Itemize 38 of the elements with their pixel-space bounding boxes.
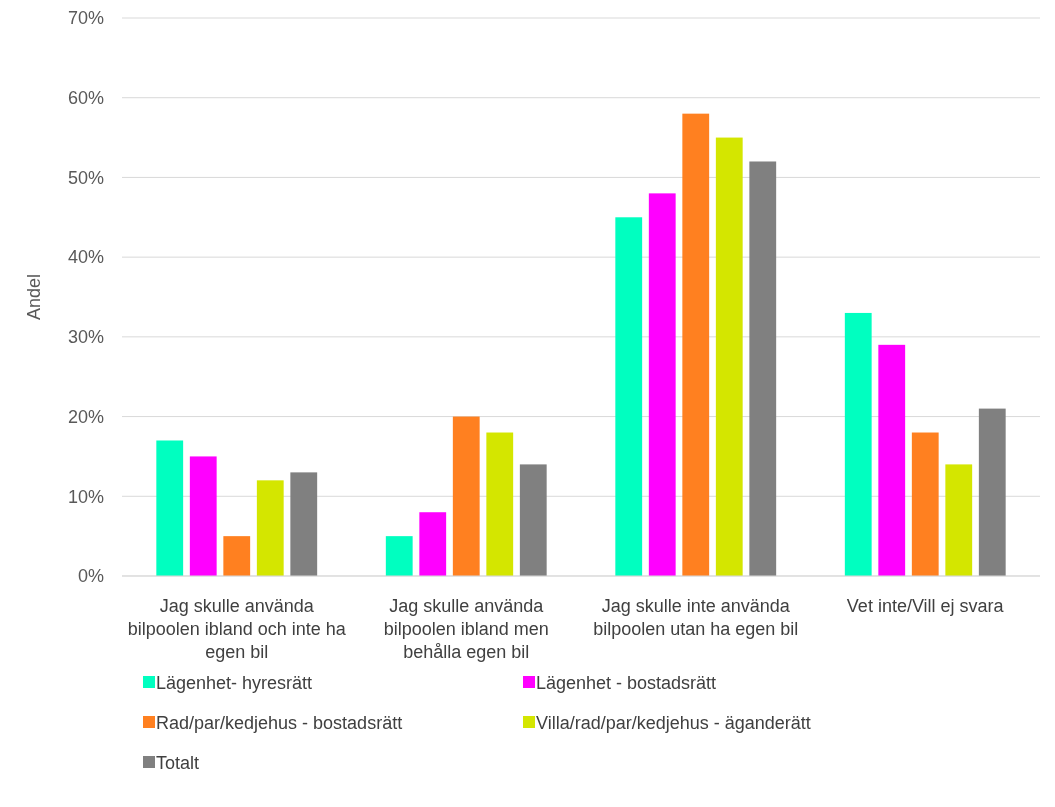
bar (945, 464, 973, 576)
bar (256, 480, 284, 576)
x-tick-label: Jag skulle inte använda bilpoolen utan ha egen bil (593, 596, 799, 639)
y-tick-label: 10% (67, 486, 104, 507)
bar (223, 536, 251, 576)
legend-label: Totalt (156, 753, 200, 774)
y-tick-label: 30% (67, 327, 104, 348)
y-tick-label: 70% (67, 8, 104, 29)
legend-label: Villa/rad/par/kedjehus - äganderätt (536, 713, 811, 734)
legend-label: Rad/par/kedjehus - bostadsrätt (156, 713, 403, 734)
bar (978, 408, 1006, 576)
bar (419, 512, 447, 576)
y-tick-label: 50% (67, 167, 104, 188)
legend-label: Lägenhet- hyresrätt (156, 673, 313, 694)
y-axis-title: Andel (24, 273, 44, 321)
bar (648, 193, 676, 576)
bar (290, 472, 318, 576)
legend-label: Lägenhet - bostadsrätt (536, 673, 717, 694)
bar (385, 536, 413, 576)
bar (878, 344, 906, 576)
y-tick-label: 60% (67, 88, 104, 109)
bar (615, 217, 643, 576)
bar (911, 432, 939, 576)
bar (519, 464, 547, 576)
bar (844, 312, 872, 576)
y-tick-label: 20% (67, 406, 104, 427)
bar (189, 456, 217, 576)
bar (486, 432, 514, 576)
x-tick-label: Jag skulle använda bilpoolen ibland och inte ha egen bil (127, 596, 347, 662)
x-tick-label: Vet inte/Vill ej svara (846, 596, 1005, 616)
bar (715, 137, 743, 576)
y-tick-label: 0% (77, 566, 104, 587)
bar (156, 440, 184, 576)
bar (749, 161, 777, 576)
bar (682, 113, 710, 576)
y-tick-label: 40% (67, 247, 104, 268)
x-tick-label: Jag skulle använda bilpoolen ibland men behålla egen bil (383, 596, 549, 662)
bar (452, 416, 480, 576)
